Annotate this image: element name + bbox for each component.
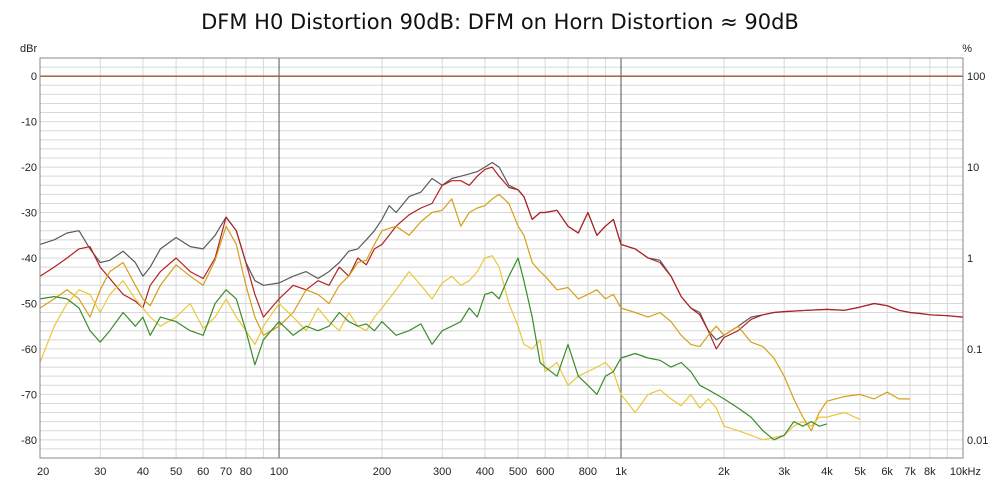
plot-frame: [39, 57, 964, 459]
chart-title: DFM H0 Distortion 90dB: DFM on Horn Dist…: [201, 10, 799, 34]
series-lines: [39, 161, 964, 441]
y-axis-right-ticks: 100 10 1 0.1 0.01: [967, 71, 988, 447]
x-tick-label: 800: [579, 466, 597, 478]
y-tick-label-left: -50: [21, 298, 37, 310]
x-tick-label: 60: [197, 466, 209, 478]
series-line-4: [39, 255, 861, 441]
x-axis-ticks: 20 30 40 50 60 70 80 100 200 300 400 500 600 800 1k 2k 3…: [37, 466, 981, 478]
x-tick-label: 50: [170, 466, 182, 478]
x-tick-label: 1k: [615, 466, 627, 478]
x-tick-label: 500: [509, 466, 527, 478]
x-tick-label: 2k: [718, 466, 730, 478]
x-tick-label: 7k: [904, 466, 916, 478]
x-tick-label: 70: [220, 466, 232, 478]
y-tick-label-right: 1: [967, 253, 973, 265]
y-tick-label-left: -20: [21, 162, 37, 174]
y-axis-right-unit: %: [962, 43, 972, 55]
x-tick-label: 3k: [778, 466, 790, 478]
y-tick-label-right: 10: [967, 162, 979, 174]
y-axis-left-ticks: 0 -10 -20 -30 -40 -50 -60 -70 -80: [21, 71, 37, 447]
x-tick-label: 8k: [924, 466, 936, 478]
y-tick-label-right: 100: [967, 71, 985, 83]
x-tick-label: 10kHz: [950, 466, 981, 478]
y-tick-label-left: -40: [21, 253, 37, 265]
major-grid: [278, 58, 622, 458]
y-axis-left-unit: dBr: [20, 43, 37, 55]
series-line-2: [39, 166, 964, 350]
y-tick-label-left: -60: [21, 344, 37, 356]
x-tick-label: 300: [433, 466, 451, 478]
x-tick-label: 5k: [854, 466, 866, 478]
y-tick-label-left: -30: [21, 208, 37, 220]
x-tick-label: 400: [476, 466, 494, 478]
x-tick-label: 20: [37, 466, 49, 478]
x-tick-label: 40: [137, 466, 149, 478]
x-tick-label: 6k: [881, 466, 893, 478]
y-tick-label-left: -70: [21, 389, 37, 401]
x-tick-label: 30: [94, 466, 106, 478]
series-line-5: [39, 257, 828, 441]
x-tick-label: 600: [536, 466, 554, 478]
x-tick-label: 80: [240, 466, 252, 478]
x-tick-label: 4k: [821, 466, 833, 478]
series-line-3: [39, 193, 910, 432]
y-tick-label-left: 0: [31, 71, 37, 83]
y-tick-label-right: 0.01: [967, 435, 988, 447]
y-tick-label-right: 0.1: [967, 344, 982, 356]
x-tick-label: 200: [373, 466, 391, 478]
y-tick-label-left: -10: [21, 117, 37, 129]
x-tick-label: 100: [270, 466, 288, 478]
y-tick-label-left: -80: [21, 435, 37, 447]
